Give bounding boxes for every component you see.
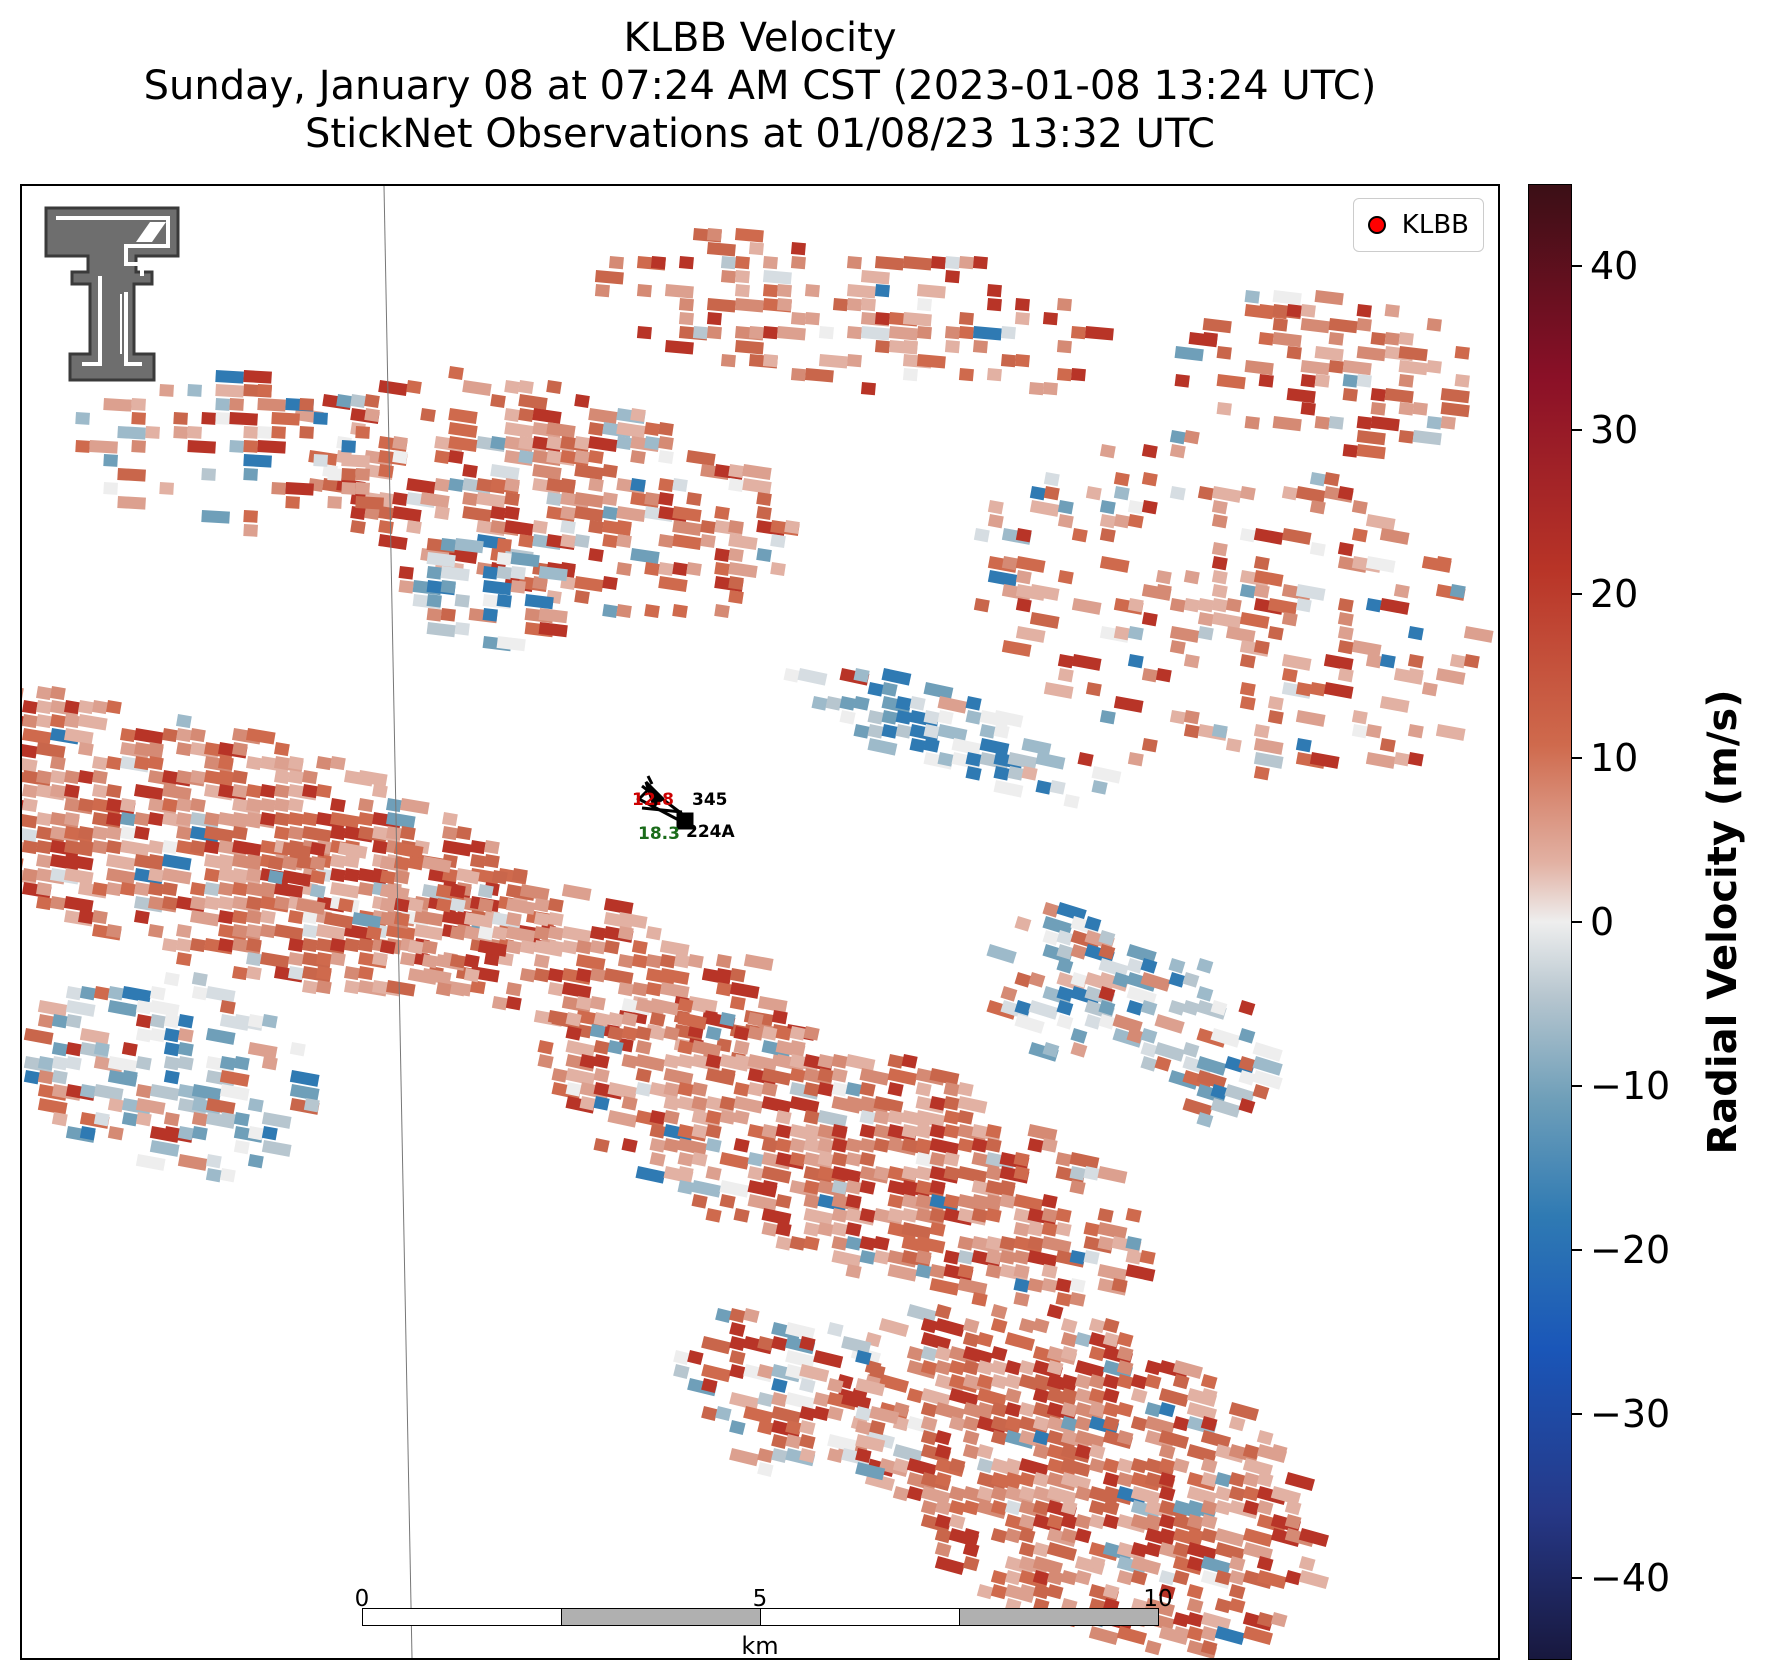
colorbar-tick-mark [1572,1085,1582,1087]
radar-map[interactable]: KLBB 345 12.8 224A 18.3 0 5 10 km [20,184,1500,1660]
title-line-3: StickNet Observations at 01/08/23 13:32 … [305,111,1215,157]
colorbar-tick-mark [1572,265,1582,267]
scalebar-tick-5: 5 [752,1586,768,1612]
colorbar-tick-label: −20 [1590,1228,1671,1272]
map-legend: KLBB [1352,198,1484,252]
station-value-345: 12.8 [632,790,674,810]
colorbar-title: Radial Velocity (m/s) [1700,689,1746,1155]
sticknet-wind-barbs [636,775,694,830]
colorbar-tick-label: 0 [1590,900,1615,944]
radar-site-marker-icon [1367,216,1386,234]
colorbar-tick-label: −40 [1590,1556,1671,1600]
velocity-colorbar [1528,184,1572,1660]
scalebar-segment [760,1608,960,1626]
colorbar-tick-mark [1572,921,1582,923]
colorbar-tick-label: −30 [1590,1392,1671,1436]
scalebar-segment [959,1608,1159,1626]
colorbar-tick-label: 40 [1590,244,1639,288]
colorbar-tick-label: 20 [1590,572,1639,616]
colorbar-tick-mark [1572,429,1582,431]
colorbar-tick-mark [1572,1577,1582,1579]
scalebar-unit: km [741,1632,779,1660]
title-line-2: Sunday, January 08 at 07:24 AM CST (2023… [143,63,1377,109]
legend-label: KLBB [1401,210,1469,240]
colorbar-tick-label: −10 [1590,1064,1671,1108]
texas-tech-double-t-logo-icon [44,206,180,382]
scalebar-segment [362,1608,562,1626]
station-id-345: 345 [692,790,728,810]
distance-scalebar: 0 5 10 km [355,1586,1173,1660]
scalebar-tick-10: 10 [1143,1586,1173,1612]
colorbar-tick-mark [1572,1413,1582,1415]
colorbar-tick-mark [1572,1249,1582,1251]
colorbar-tick-mark [1572,593,1582,595]
colorbar-tick-label: 30 [1590,408,1639,452]
county-boundary-line [383,186,413,1658]
station-id-224a: 224A [686,822,735,842]
colorbar-tick-label: 10 [1590,736,1639,780]
radar-velocity-field [22,186,1494,1658]
scalebar-segment [561,1608,761,1626]
colorbar-tick-mark [1572,757,1582,759]
station-value-224a: 18.3 [638,824,680,844]
plot-title: KLBB Velocity Sunday, January 08 at 07:2… [0,14,1520,158]
title-line-1: KLBB Velocity [623,15,897,61]
scalebar-tick-0: 0 [354,1586,370,1612]
